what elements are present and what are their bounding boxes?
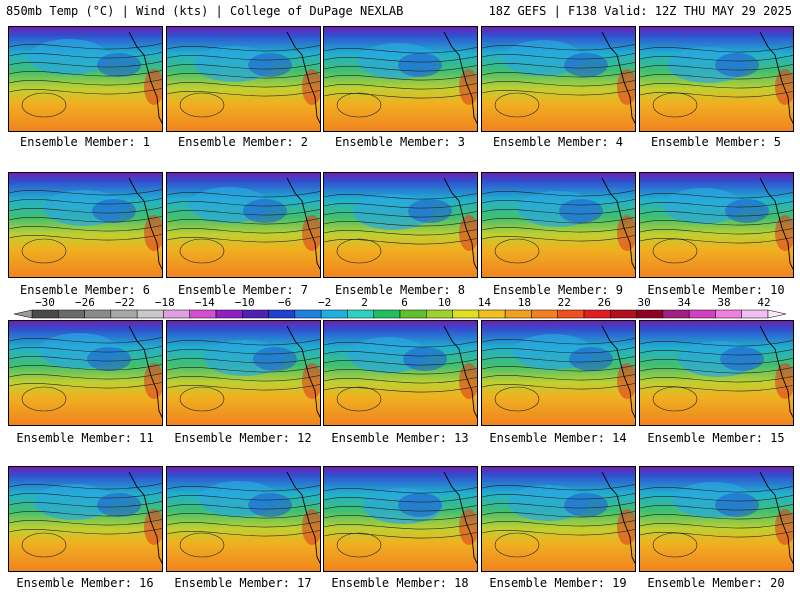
- ensemble-member-caption: Ensemble Member: 18: [331, 576, 469, 590]
- colorbar-swatch: [58, 309, 85, 319]
- colorbar-tick-label: 26: [597, 296, 611, 309]
- colorbar-swatch: [373, 309, 401, 319]
- ensemble-member-map: [8, 320, 163, 426]
- ensemble-member-caption: Ensemble Member: 17: [174, 576, 312, 590]
- ensemble-member-map: [8, 26, 163, 132]
- ensemble-member-map: [481, 172, 636, 278]
- ensemble-member-caption: Ensemble Member: 5: [650, 135, 782, 149]
- colorbar-swatch: [136, 309, 164, 319]
- colorbar-swatch: [31, 309, 59, 319]
- ensemble-member-caption: Ensemble Member: 12: [174, 431, 312, 445]
- header-valid-time: 18Z GEFS | F138 Valid: 12Z THU MAY 29 20…: [488, 4, 792, 18]
- ensemble-member-caption: Ensemble Member: 3: [334, 135, 466, 149]
- colorbar-tick-label: 6: [401, 296, 408, 309]
- ensemble-member-map: [639, 26, 794, 132]
- ensemble-member-caption: Ensemble Member: 8: [334, 283, 466, 297]
- colorbar-swatch: [557, 309, 585, 319]
- colorbar-tick-label: 38: [717, 296, 731, 309]
- colorbar-swatch: [452, 309, 480, 319]
- ensemble-member-map: [166, 320, 321, 426]
- ensemble-member-caption: Ensemble Member: 11: [16, 431, 154, 445]
- colorbar-swatch: [110, 309, 138, 319]
- colorbar-tick-label: −22: [114, 296, 135, 309]
- ensemble-member-caption: Ensemble Member: 10: [647, 283, 785, 297]
- colorbar-tick-label: 42: [757, 296, 771, 309]
- ensemble-member-map: [481, 26, 636, 132]
- ensemble-member-map: [639, 320, 794, 426]
- colorbar-swatch: [242, 309, 269, 319]
- colorbar-swatch: [636, 309, 664, 319]
- colorbar-swatch: [399, 309, 427, 319]
- colorbar-swatch: [215, 309, 243, 319]
- colorbar-swatch: [189, 309, 217, 319]
- ensemble-member-map: [323, 172, 478, 278]
- colorbar-tick-label: 30: [637, 296, 651, 309]
- ensemble-member-map: [639, 466, 794, 572]
- ensemble-member-map: [639, 172, 794, 278]
- ensemble-member-map: [481, 466, 636, 572]
- temperature-colorbar: [13, 309, 787, 319]
- colorbar-tick-label: 34: [677, 296, 691, 309]
- ensemble-member-caption: Ensemble Member: 20: [647, 576, 785, 590]
- ensemble-member-caption: Ensemble Member: 6: [19, 283, 151, 297]
- colorbar-tick-label: 10: [437, 296, 452, 309]
- ensemble-member-map: [323, 320, 478, 426]
- colorbar-swatch: [347, 309, 374, 319]
- ensemble-member-caption: Ensemble Member: 19: [489, 576, 627, 590]
- colorbar-tick-label: −10: [234, 296, 255, 309]
- colorbar-tick-label: 14: [477, 296, 491, 309]
- colorbar-swatch: [715, 309, 742, 319]
- ensemble-member-caption: Ensemble Member: 2: [177, 135, 309, 149]
- ensemble-member-map: [166, 466, 321, 572]
- colorbar-swatch: [320, 309, 348, 319]
- colorbar-tick-label: 2: [361, 296, 368, 309]
- ensemble-member-caption: Ensemble Member: 4: [492, 135, 624, 149]
- colorbar-swatch: [531, 309, 558, 319]
- colorbar-tick-label: −26: [75, 296, 95, 309]
- header-title: 850mb Temp (°C) | Wind (kts) | College o…: [6, 4, 404, 18]
- colorbar-tick-label: 18: [517, 296, 531, 309]
- colorbar-swatch: [610, 309, 637, 319]
- ensemble-member-caption: Ensemble Member: 7: [177, 283, 309, 297]
- colorbar-tick-label: −6: [278, 296, 292, 309]
- ensemble-member-caption: Ensemble Member: 9: [492, 283, 624, 297]
- colorbar-swatch: [84, 309, 112, 319]
- colorbar-tick-label: −14: [194, 296, 215, 309]
- ensemble-member-caption: Ensemble Member: 13: [331, 431, 469, 445]
- ensemble-member-map: [8, 466, 163, 572]
- ensemble-member-map: [166, 172, 321, 278]
- colorbar-swatch: [688, 309, 716, 319]
- colorbar-swatch: [294, 309, 322, 319]
- colorbar-swatch: [583, 309, 611, 319]
- colorbar-swatch: [268, 309, 296, 319]
- ensemble-member-caption: Ensemble Member: 14: [489, 431, 627, 445]
- colorbar-tick-label: 22: [557, 296, 571, 309]
- ensemble-member-map: [481, 320, 636, 426]
- colorbar-tick-label: −18: [154, 296, 175, 309]
- colorbar-tick-label: −2: [317, 296, 332, 309]
- ensemble-member-map: [8, 172, 163, 278]
- ensemble-member-map: [323, 26, 478, 132]
- colorbar-swatch: [478, 309, 506, 319]
- colorbar-tick-label: −30: [35, 296, 55, 309]
- ensemble-member-map: [166, 26, 321, 132]
- ensemble-member-caption: Ensemble Member: 15: [647, 431, 785, 445]
- colorbar-swatch: [504, 309, 532, 319]
- colorbar-swatch: [662, 309, 690, 319]
- colorbar-swatch: [163, 309, 190, 319]
- colorbar-swatch: [741, 309, 769, 319]
- ensemble-member-caption: Ensemble Member: 1: [19, 135, 151, 149]
- ensemble-member-map: [323, 466, 478, 572]
- colorbar-swatch: [426, 309, 453, 319]
- colorbar-labels: −30 −26 −22 −18 −14 −10 −6 −2 2 6 10 14 18 22 26 30 34 38…: [0, 296, 800, 309]
- ensemble-member-caption: Ensemble Member: 16: [16, 576, 154, 590]
